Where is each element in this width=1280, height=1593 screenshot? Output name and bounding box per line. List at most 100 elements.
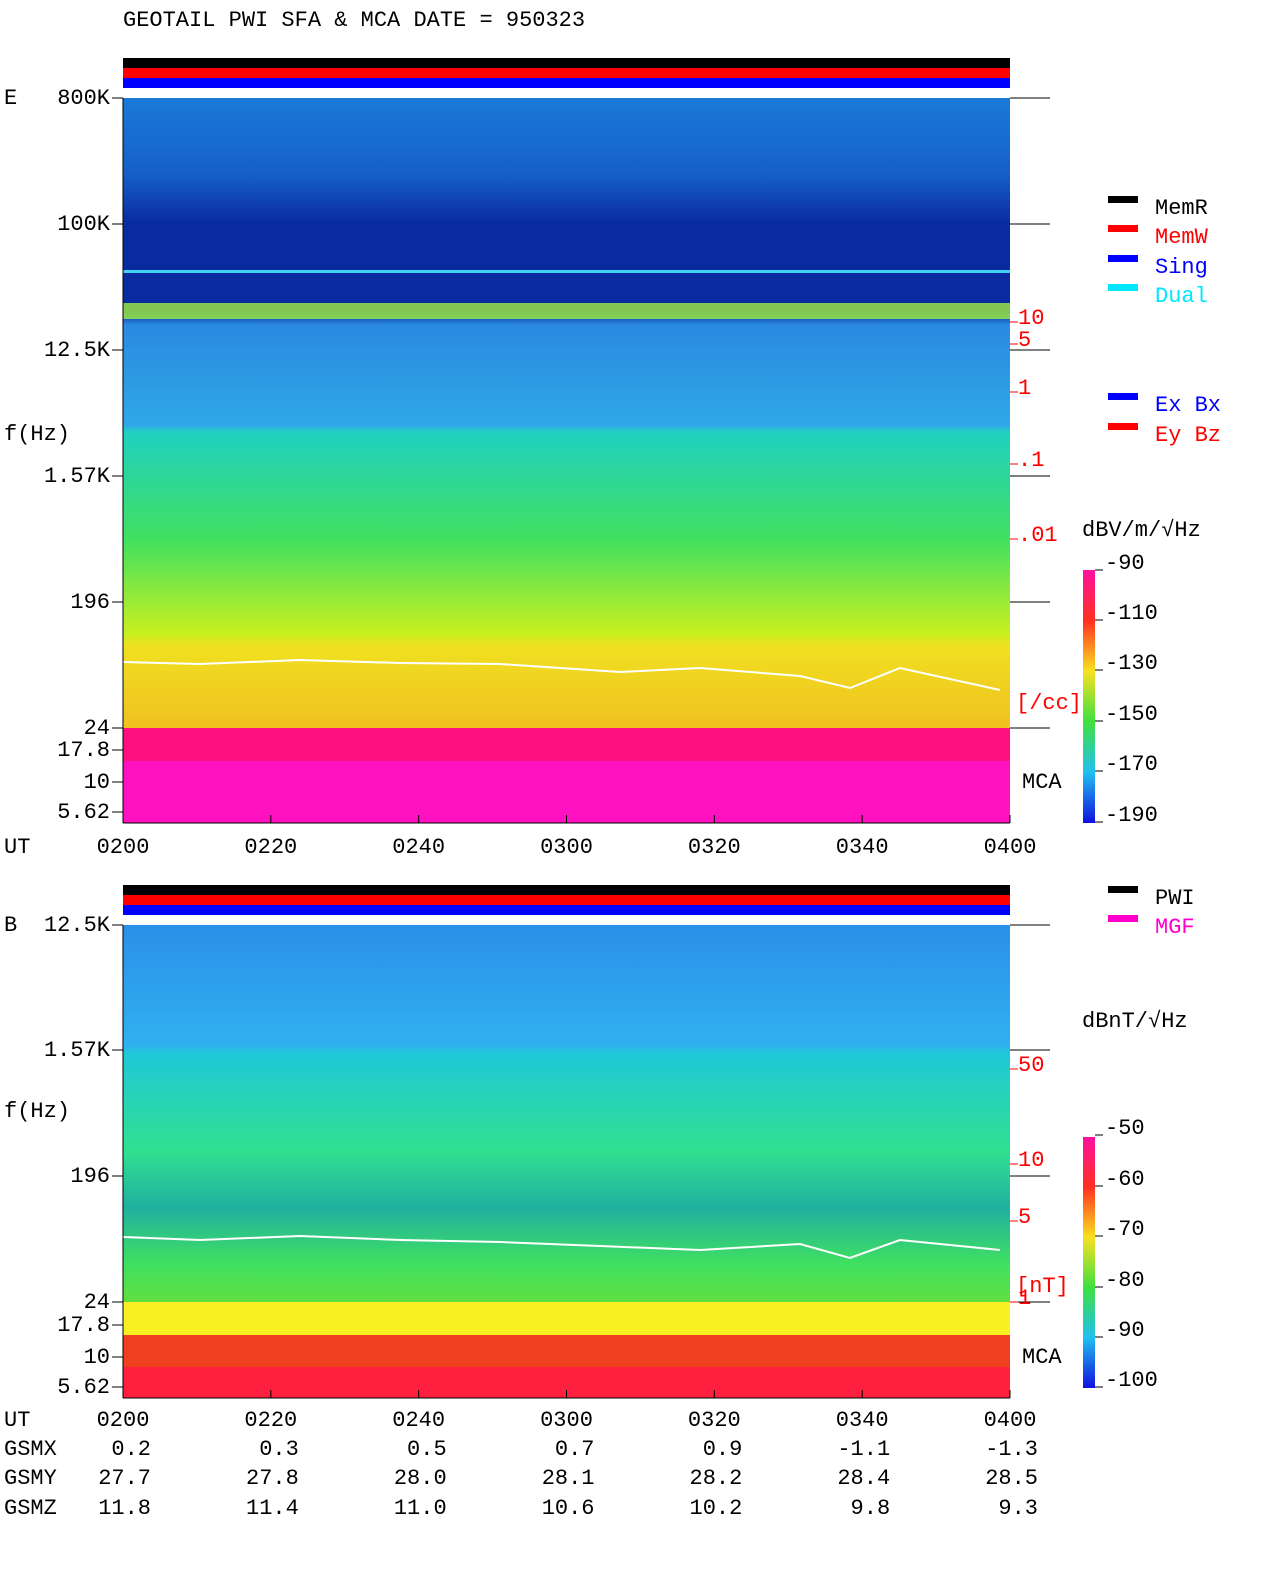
title: GEOTAIL PWI SFA & MCA DATE = 950323	[123, 8, 585, 33]
legend-swatch	[1108, 255, 1138, 262]
x-tick-label: 0240	[392, 1408, 445, 1433]
legend-label: MemR	[1155, 196, 1208, 221]
mca-band	[123, 761, 1010, 823]
legend-swatch	[1108, 196, 1138, 203]
mca-label: MCA	[1022, 1345, 1062, 1370]
x-tick-label: 0320	[688, 1408, 741, 1433]
legend-swatch	[1108, 886, 1138, 893]
right-scale-unit: [nT]	[1016, 1274, 1069, 1299]
y-tick-label: 17.8	[57, 1313, 110, 1338]
x-tick-label: 0300	[540, 1408, 593, 1433]
legend-label: Sing	[1155, 255, 1208, 280]
orbit-value: 11.4	[246, 1496, 299, 1521]
orbit-value: 9.8	[851, 1496, 891, 1521]
y-axis-label: f(Hz)	[4, 422, 70, 447]
orbit-value: 28.2	[690, 1466, 743, 1491]
orbit-value: -1.3	[985, 1437, 1038, 1462]
legend-swatch	[1108, 393, 1138, 400]
status-bar	[123, 68, 1010, 78]
emission-line	[123, 270, 1010, 273]
orbit-value: 28.0	[394, 1466, 447, 1491]
colorbar-tick-label: -90	[1105, 551, 1145, 576]
x-tick-label: 0220	[244, 835, 297, 860]
legend-swatch	[1108, 284, 1138, 291]
status-bar	[123, 885, 1010, 895]
status-bar	[123, 58, 1010, 68]
legend-label: Ey Bz	[1155, 423, 1221, 448]
legend-swatch	[1108, 225, 1138, 232]
y-tick-label: 17.8	[57, 738, 110, 763]
colorbar-tick-label: -60	[1105, 1167, 1145, 1192]
legend-label: PWI	[1155, 886, 1195, 911]
orbit-value: 28.5	[985, 1466, 1038, 1491]
emission-band	[123, 303, 1010, 319]
orbit-label: GSMZ	[4, 1496, 57, 1521]
legend-label: MemW	[1155, 225, 1209, 250]
legend-label: MGF	[1155, 915, 1195, 940]
colorbar	[1083, 570, 1095, 823]
colorbar-unit: dBV/m/√Hz	[1082, 518, 1201, 543]
colorbar-tick-label: -80	[1105, 1268, 1145, 1293]
y-tick-label: 1.57K	[44, 464, 111, 489]
colorbar-tick-label: -110	[1105, 601, 1158, 626]
right-tick-label: .1	[1018, 448, 1044, 473]
panel-label: E	[4, 86, 17, 111]
right-tick-label: 5	[1018, 328, 1031, 353]
orbit-value: 10.2	[690, 1496, 743, 1521]
y-tick-label: 5.62	[57, 800, 110, 825]
x-tick-label: 0300	[540, 835, 593, 860]
x-tick-label: 0340	[836, 1408, 889, 1433]
y-tick-label: 196	[70, 590, 110, 615]
x-tick-label: 0400	[984, 1408, 1037, 1433]
spectrogram-b	[123, 925, 1010, 1302]
colorbar-tick-label: -50	[1105, 1116, 1145, 1141]
orbit-value: 0.5	[407, 1437, 447, 1462]
y-tick-label: 24	[84, 716, 110, 741]
y-tick-label: 10	[84, 1345, 110, 1370]
x-tick-label: 0340	[836, 835, 889, 860]
colorbar-unit: dBnT/√Hz	[1082, 1009, 1188, 1034]
right-tick-label: 1	[1018, 1286, 1031, 1311]
orbit-value: 27.7	[98, 1466, 151, 1491]
y-tick-label: 800K	[57, 86, 111, 111]
status-bar	[123, 78, 1010, 88]
orbit-value: -1.1	[837, 1437, 890, 1462]
x-tick-label: 0200	[97, 1408, 150, 1433]
colorbar-tick-label: -150	[1105, 702, 1158, 727]
right-tick-label: .01	[1018, 523, 1058, 548]
y-tick-label: 5.62	[57, 1375, 110, 1400]
colorbar-tick-label: -70	[1105, 1217, 1145, 1242]
colorbar	[1083, 1137, 1095, 1388]
right-scale-unit: [/cc]	[1016, 691, 1082, 716]
orbit-label: GSMY	[4, 1466, 57, 1491]
mca-band	[123, 728, 1010, 761]
y-tick-label: 10	[84, 770, 110, 795]
orbit-value: 0.2	[111, 1437, 151, 1462]
right-tick-label: 10	[1018, 1148, 1044, 1173]
legend-swatch	[1108, 915, 1138, 922]
colorbar-tick-label: -100	[1105, 1368, 1158, 1393]
y-tick-label: 196	[70, 1164, 110, 1189]
y-tick-label: 12.5K	[44, 338, 111, 363]
panel-label: B	[4, 913, 17, 938]
spectrogram-e	[123, 98, 1010, 728]
x-tick-label: 0240	[392, 835, 445, 860]
mca-label: MCA	[1022, 770, 1062, 795]
mca-band	[123, 1302, 1010, 1335]
orbit-value: 0.3	[259, 1437, 299, 1462]
colorbar-tick-label: -90	[1105, 1318, 1145, 1343]
orbit-value: 0.7	[555, 1437, 595, 1462]
status-bar	[123, 905, 1010, 915]
orbit-value: 10.6	[542, 1496, 595, 1521]
orbit-value: 28.4	[837, 1466, 890, 1491]
orbit-value: 0.9	[703, 1437, 743, 1462]
mca-band	[123, 1335, 1010, 1367]
x-tick-label: 0400	[984, 835, 1037, 860]
x-tick-label: 0200	[97, 835, 150, 860]
legend-swatch	[1108, 423, 1138, 430]
y-axis-label: f(Hz)	[4, 1099, 70, 1124]
right-tick-label: 1	[1018, 376, 1031, 401]
plasma-line	[122, 658, 1001, 691]
right-tick-label: 5	[1018, 1205, 1031, 1230]
